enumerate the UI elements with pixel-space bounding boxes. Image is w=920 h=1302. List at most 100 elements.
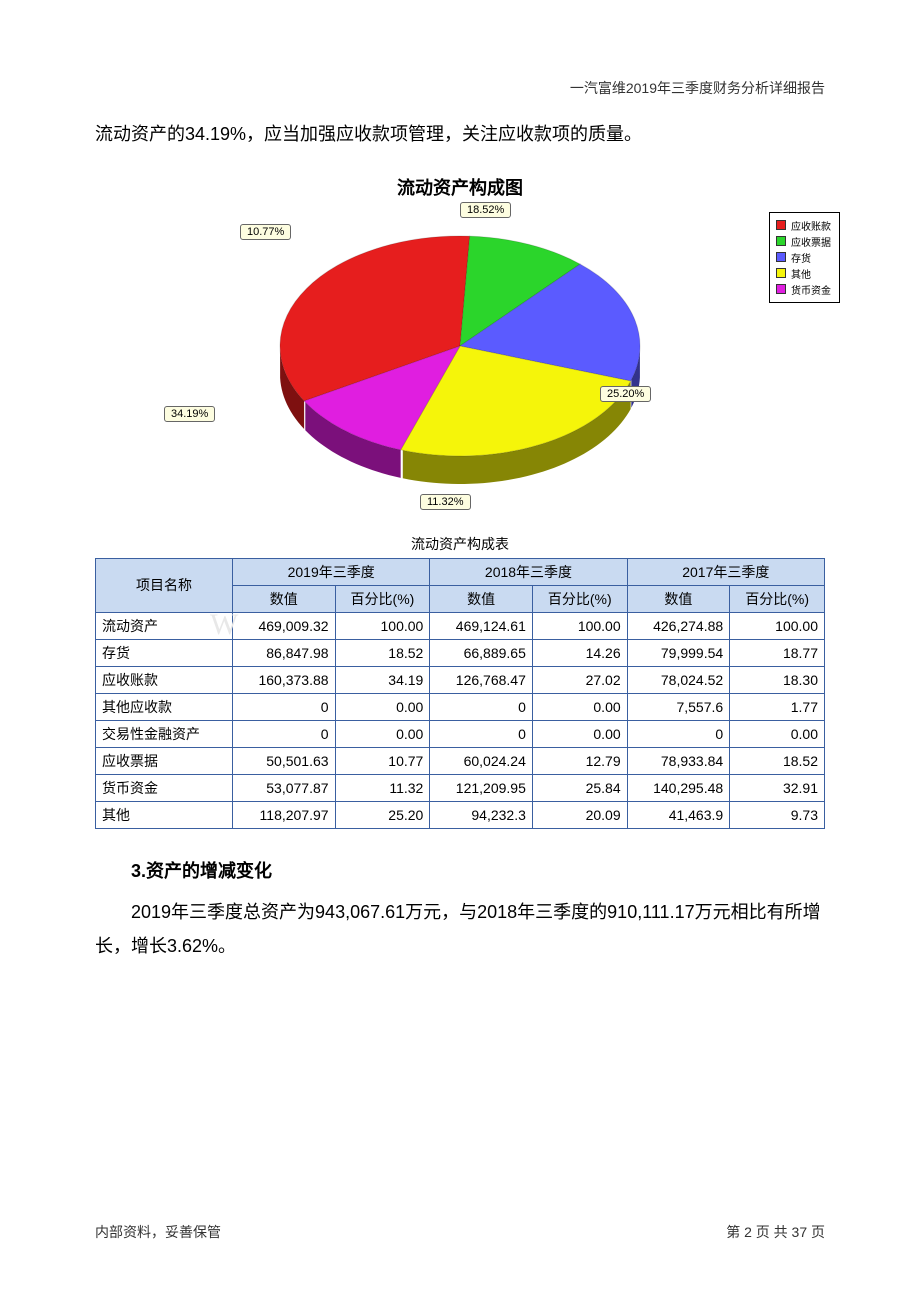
cell-value: 0 — [627, 720, 730, 747]
cell-value: 18.77 — [730, 639, 825, 666]
col-group-1: 2018年三季度 — [430, 558, 627, 585]
table-body: 流动资产469,009.32100.00469,124.61100.00426,… — [96, 612, 825, 828]
subcol: 数值 — [233, 585, 336, 612]
cell-value: 79,999.54 — [627, 639, 730, 666]
table-row: 存货86,847.9818.5266,889.6514.2679,999.541… — [96, 639, 825, 666]
cell-value: 0 — [430, 720, 533, 747]
legend-item: 货币资金 — [776, 282, 831, 297]
section-heading: 3.资产的增减变化 — [95, 857, 825, 883]
cell-value: 9.73 — [730, 801, 825, 828]
slice-label-0: 34.19% — [164, 406, 215, 422]
row-label: 存货 — [96, 639, 233, 666]
cell-value: 12.79 — [532, 747, 627, 774]
table-caption: 流动资产构成表 — [95, 534, 825, 554]
cell-value: 34.19 — [335, 666, 430, 693]
pie-svg — [250, 206, 670, 506]
col-group-2: 2017年三季度 — [627, 558, 824, 585]
cell-value: 126,768.47 — [430, 666, 533, 693]
cell-value: 10.77 — [335, 747, 430, 774]
watermark: W — [210, 608, 239, 642]
cell-value: 0.00 — [532, 693, 627, 720]
cell-value: 0.00 — [532, 720, 627, 747]
cell-value: 25.20 — [335, 801, 430, 828]
legend-swatch-icon — [776, 252, 786, 262]
cell-value: 469,124.61 — [430, 612, 533, 639]
subcol: 百分比(%) — [730, 585, 825, 612]
cell-value: 78,024.52 — [627, 666, 730, 693]
cell-value: 18.52 — [335, 639, 430, 666]
cell-value: 18.30 — [730, 666, 825, 693]
table-row: 交易性金融资产00.0000.0000.00 — [96, 720, 825, 747]
composition-table: 项目名称 2019年三季度 2018年三季度 2017年三季度 数值 百分比(%… — [95, 558, 825, 829]
cell-value: 25.84 — [532, 774, 627, 801]
cell-value: 0 — [430, 693, 533, 720]
cell-value: 18.52 — [730, 747, 825, 774]
slice-label-2: 18.52% — [460, 202, 511, 218]
cell-value: 20.09 — [532, 801, 627, 828]
chart-legend: 应收账款 应收票据 存货 其他 货币资金 — [769, 212, 840, 303]
legend-item: 应收账款 — [776, 218, 831, 233]
slice-label-1: 10.77% — [240, 224, 291, 240]
pie-chart-section: 流动资产构成图 34.19% 10.77% 18.52% 25.20% 11.3… — [95, 174, 825, 516]
subcol: 数值 — [627, 585, 730, 612]
row-label: 应收票据 — [96, 747, 233, 774]
cell-value: 14.26 — [532, 639, 627, 666]
cell-value: 140,295.48 — [627, 774, 730, 801]
footer-right: 第 2 页 共 37 页 — [726, 1222, 825, 1242]
table-header-row: 项目名称 2019年三季度 2018年三季度 2017年三季度 — [96, 558, 825, 585]
legend-swatch-icon — [776, 236, 786, 246]
legend-item: 其他 — [776, 266, 831, 281]
cell-value: 32.91 — [730, 774, 825, 801]
subcol: 百分比(%) — [335, 585, 430, 612]
subcol: 百分比(%) — [532, 585, 627, 612]
cell-value: 0.00 — [335, 720, 430, 747]
cell-value: 27.02 — [532, 666, 627, 693]
cell-value: 66,889.65 — [430, 639, 533, 666]
row-label: 货币资金 — [96, 774, 233, 801]
cell-value: 100.00 — [335, 612, 430, 639]
cell-value: 0.00 — [730, 720, 825, 747]
legend-label: 其他 — [791, 266, 811, 281]
legend-label: 应收账款 — [791, 218, 831, 233]
legend-swatch-icon — [776, 284, 786, 294]
cell-value: 426,274.88 — [627, 612, 730, 639]
legend-label: 应收票据 — [791, 234, 831, 249]
cell-value: 160,373.88 — [233, 666, 336, 693]
table-row: 其他应收款00.0000.007,557.61.77 — [96, 693, 825, 720]
table-row: 流动资产469,009.32100.00469,124.61100.00426,… — [96, 612, 825, 639]
cell-value: 60,024.24 — [430, 747, 533, 774]
table-row: 应收账款160,373.8834.19126,768.4727.0278,024… — [96, 666, 825, 693]
cell-value: 94,232.3 — [430, 801, 533, 828]
slice-label-3: 25.20% — [600, 386, 651, 402]
subcol: 数值 — [430, 585, 533, 612]
page-footer: 内部资料，妥善保管 第 2 页 共 37 页 — [95, 1222, 825, 1242]
legend-item: 存货 — [776, 250, 831, 265]
table-row: 应收票据50,501.6310.7760,024.2412.7978,933.8… — [96, 747, 825, 774]
table-row: 其他118,207.9725.2094,232.320.0941,463.99.… — [96, 801, 825, 828]
legend-item: 应收票据 — [776, 234, 831, 249]
cell-value: 53,077.87 — [233, 774, 336, 801]
cell-value: 1.77 — [730, 693, 825, 720]
cell-value: 0.00 — [335, 693, 430, 720]
cell-value: 7,557.6 — [627, 693, 730, 720]
chart-title: 流动资产构成图 — [95, 174, 825, 200]
cell-value: 100.00 — [730, 612, 825, 639]
row-label: 应收账款 — [96, 666, 233, 693]
slice-label-4: 11.32% — [420, 494, 471, 510]
legend-swatch-icon — [776, 268, 786, 278]
cell-value: 50,501.63 — [233, 747, 336, 774]
row-label: 交易性金融资产 — [96, 720, 233, 747]
cell-value: 0 — [233, 693, 336, 720]
legend-label: 货币资金 — [791, 282, 831, 297]
row-label: 其他应收款 — [96, 693, 233, 720]
cell-value: 86,847.98 — [233, 639, 336, 666]
cell-value: 100.00 — [532, 612, 627, 639]
col-header-label: 项目名称 — [96, 558, 233, 612]
table-row: 货币资金53,077.8711.32121,209.9525.84140,295… — [96, 774, 825, 801]
col-group-0: 2019年三季度 — [233, 558, 430, 585]
pie-chart: 34.19% 10.77% 18.52% 25.20% 11.32% 应收账款 … — [190, 206, 730, 516]
cell-value: 469,009.32 — [233, 612, 336, 639]
cell-value: 78,933.84 — [627, 747, 730, 774]
intro-paragraph: 流动资产的34.19%，应当加强应收款项管理，关注应收款项的质量。 — [95, 120, 825, 149]
legend-swatch-icon — [776, 220, 786, 230]
